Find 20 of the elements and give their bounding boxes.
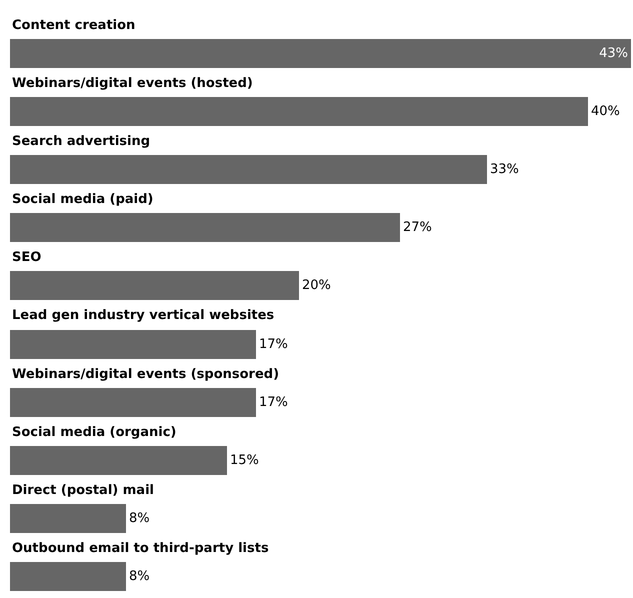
y-tick-label: Direct (postal) mail [12, 483, 154, 498]
y-tick-label: Lead gen industry vertical websites [12, 308, 274, 323]
data-label: 33% [490, 162, 519, 177]
data-label: 17% [259, 395, 288, 410]
data-label: 20% [302, 278, 331, 293]
y-tick-label: Webinars/digital events (hosted) [12, 76, 253, 91]
y-tick-label: Content creation [12, 18, 136, 33]
data-label: 43% [599, 46, 628, 61]
y-tick-label: Webinars/digital events (sponsored) [12, 367, 280, 382]
data-label: 8% [129, 569, 150, 584]
y-tick-label: Search advertising [12, 134, 150, 149]
data-label: 15% [230, 453, 259, 468]
data-label: 27% [403, 220, 432, 235]
y-tick-label: Social media (paid) [12, 192, 154, 207]
data-label: 17% [259, 337, 288, 352]
data-label: 8% [129, 511, 150, 526]
y-tick-label: Outbound email to third-party lists [12, 541, 269, 556]
data-label: 40% [591, 104, 620, 119]
y-tick-label: Social media (organic) [12, 425, 176, 440]
y-tick-label: SEO [12, 250, 42, 265]
